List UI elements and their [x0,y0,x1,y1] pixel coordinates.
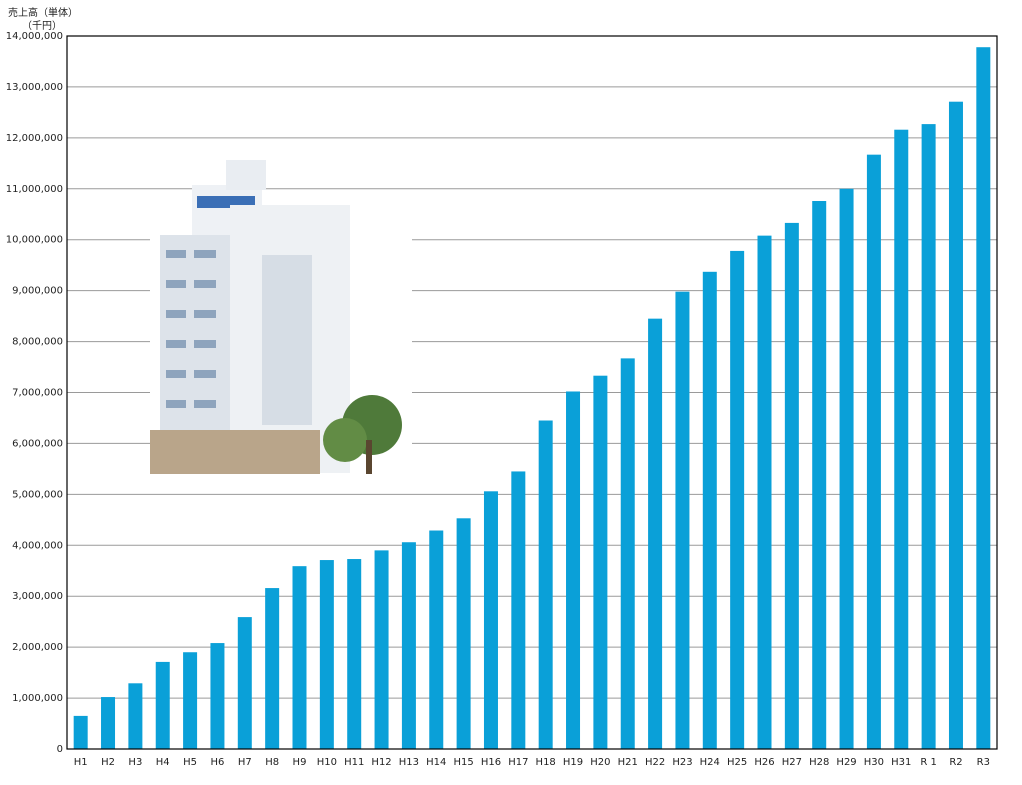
x-tick-label: H9 [293,757,307,768]
y-tick-label: 12,000,000 [6,133,63,144]
y-tick-label: 7,000,000 [12,388,63,399]
bar [128,683,143,749]
x-tick-label: H28 [809,757,829,768]
y-tick-label: 3,000,000 [12,591,63,602]
x-tick-label: H31 [891,757,911,768]
bar [730,250,745,749]
x-tick-label: H14 [426,757,446,768]
x-tick-label: H29 [836,757,856,768]
bar [319,560,334,749]
x-tick-label: H23 [672,757,692,768]
bar [593,375,608,749]
bar [347,559,362,749]
bar [894,129,909,750]
x-tick-label: H16 [481,757,501,768]
x-tick-label: H27 [782,757,802,768]
bar [429,530,444,749]
bar [921,124,936,749]
x-tick-label: H6 [210,757,224,768]
x-tick-label: H2 [101,757,115,768]
x-tick-label: H12 [371,757,391,768]
bar [456,518,471,749]
bar [237,617,252,749]
x-tick-label: H22 [645,757,665,768]
x-tick-label: H24 [700,757,720,768]
x-tick-label: H25 [727,757,747,768]
x-tick-label: H18 [536,757,556,768]
y-tick-label: 1,000,000 [12,693,63,704]
x-tick-label: H26 [754,757,774,768]
plot-frame [66,35,998,750]
bar [183,652,198,749]
bar [948,101,963,749]
y-tick-label: 9,000,000 [12,286,63,297]
x-tick-label: H1 [74,757,88,768]
x-tick-label: H4 [156,757,170,768]
x-tick-label: H10 [317,757,337,768]
x-tick-label: H21 [618,757,638,768]
y-axis-label: 売上高（単体） [8,6,78,19]
bar [839,188,854,750]
x-tick-label: H17 [508,757,528,768]
bar [976,47,991,749]
bar [538,420,553,749]
y-tick-label: 14,000,000 [6,31,63,42]
x-tick-label: H3 [128,757,142,768]
bar [292,566,307,749]
y-tick-label: 10,000,000 [6,235,63,246]
bar [757,235,772,749]
x-tick-label: R 1 [920,757,937,768]
bar [702,271,717,749]
x-tick-label: H30 [864,757,884,768]
y-tick-label: 4,000,000 [12,540,63,551]
bar [511,471,526,749]
x-tick-label: H19 [563,757,583,768]
x-tick-label: H20 [590,757,610,768]
bar [784,222,799,750]
y-axis-unit: （千円） [22,20,62,32]
x-tick-label: H13 [399,757,419,768]
x-tick-label: R2 [949,757,962,768]
bar [866,154,881,749]
bar [812,201,827,750]
bar [483,491,498,749]
y-tick-label: 13,000,000 [6,82,63,93]
bar [374,550,389,749]
x-tick-label: H5 [183,757,197,768]
x-tick-label: R3 [977,757,990,768]
x-tick-label: H15 [453,757,473,768]
bar [73,715,88,749]
bar [265,588,280,749]
bar [675,291,690,749]
y-tick-label: 6,000,000 [12,438,63,449]
building-photo [150,160,412,474]
y-tick-label: 0 [57,744,63,755]
bar [155,661,170,749]
y-tick-label: 5,000,000 [12,489,63,500]
x-tick-label: H11 [344,757,364,768]
y-tick-label: 11,000,000 [6,184,63,195]
bar [101,697,116,749]
bar [210,643,225,749]
x-tick-label: H7 [238,757,252,768]
bar [620,358,635,749]
bar [648,318,663,749]
bar [401,542,416,749]
y-tick-label: 8,000,000 [12,337,63,348]
bar [566,391,581,749]
x-tick-label: H8 [265,757,279,768]
y-tick-label: 2,000,000 [12,642,63,653]
